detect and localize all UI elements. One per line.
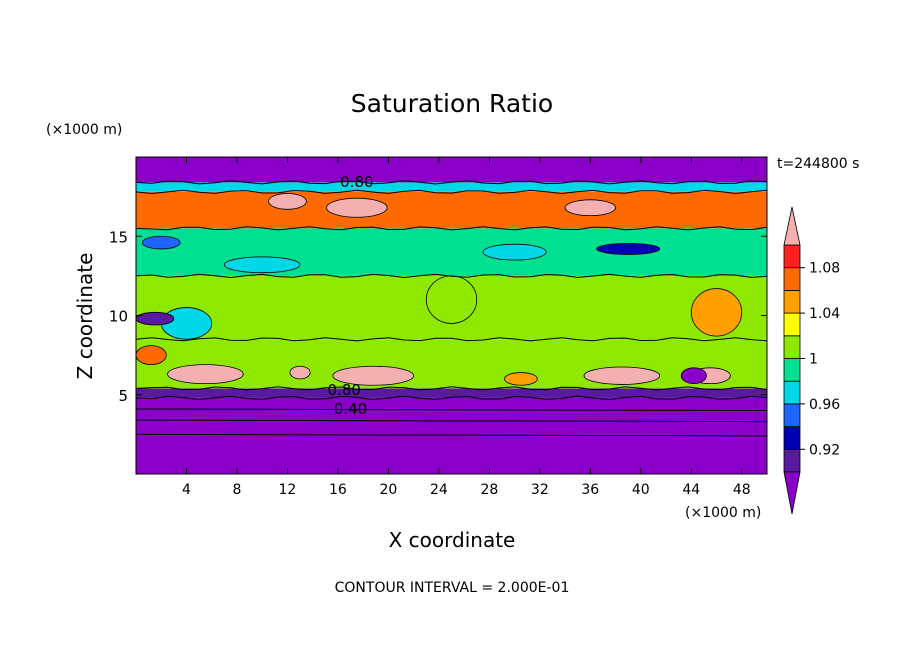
field-patch-1 [332, 365, 415, 386]
x-tick-label-1: 8 [232, 482, 241, 498]
field-layer-6 [136, 182, 767, 192]
contour-line-low-2 [136, 408, 767, 412]
colorbar-segment-4 [783, 358, 801, 382]
contour-interval-label: CONTOUR INTERVAL = 2.000E-01 [335, 580, 570, 596]
colorbar-segment-9 [783, 244, 801, 269]
y-tick-label-1: 10 [109, 308, 128, 326]
y-axis-label: Z coordinate [73, 253, 97, 380]
field-patch-5 [504, 372, 538, 386]
field-patch-18 [136, 311, 175, 326]
x-tick-label-10: 44 [682, 482, 700, 498]
field-patch-14 [482, 243, 547, 261]
x-tick-label-4: 20 [379, 482, 397, 498]
field-layer-7 [136, 157, 767, 183]
field-patch-6 [680, 367, 707, 385]
field-patch-15 [690, 288, 743, 337]
x-unit-label: (×1000 m) [685, 505, 761, 521]
colorbar-segment-5 [783, 335, 801, 359]
field-patch-9 [268, 193, 307, 210]
saturation-patches [136, 193, 743, 386]
colorbar-label-4: 1.08 [809, 261, 840, 277]
field-patch-4 [289, 365, 311, 380]
x-axis-ticks: 4 8 12 16 20 24 28 32 36 40 44 48 [182, 157, 751, 498]
time-label: t=244800 s [777, 156, 859, 172]
x-tick-label-5: 24 [430, 482, 448, 498]
field-patch-0 [167, 364, 244, 385]
contour-line-6 [136, 189, 767, 195]
colorbar-low-arrow [783, 471, 801, 515]
colorbar-segment-6 [783, 312, 801, 337]
colorbar-label-2: 1 [809, 352, 818, 368]
contour-labels: 0.800.800.40 [328, 173, 374, 418]
x-tick-label-2: 12 [279, 482, 297, 498]
field-patch-11 [141, 235, 181, 250]
contour-line-3 [136, 337, 767, 342]
colorbar-segment-0 [783, 448, 801, 473]
contour-label-1: 0.80 [328, 381, 361, 399]
field-patch-8 [326, 197, 388, 218]
x-tick-label-9: 40 [632, 482, 650, 498]
contour-line-2 [136, 386, 767, 391]
y-tick-label-2: 15 [109, 228, 128, 246]
field-layer-2 [136, 339, 767, 389]
colorbar-label-3: 1.04 [809, 306, 840, 322]
contour-line-4 [136, 273, 767, 279]
x-tick-label-7: 32 [531, 482, 549, 498]
field-patch-12 [596, 242, 661, 255]
contour-line-low-0 [136, 433, 767, 437]
contour-line-1 [136, 395, 767, 401]
colorbar-segment-8 [783, 267, 801, 291]
x-tick-label-0: 4 [182, 482, 191, 498]
contour-line-5 [136, 226, 767, 231]
field-layer-1 [136, 388, 767, 398]
contour-label-2: 0.40 [334, 400, 367, 418]
colorbar-high-arrow [783, 206, 801, 246]
plot-area [136, 157, 767, 474]
contour-line-low-1 [136, 419, 767, 423]
field-patch-17 [425, 275, 478, 324]
field-layer-5 [136, 191, 767, 229]
colorbar-label-0: 0.92 [809, 442, 840, 458]
y-axis-ticks: 5 10 15 [109, 228, 767, 405]
contour-lines [136, 180, 767, 437]
y-unit-label: (×1000 m) [46, 122, 122, 138]
x-tick-label-6: 28 [480, 482, 498, 498]
contour-line-7 [136, 180, 767, 185]
colorbar-segment-1 [783, 426, 801, 450]
x-axis-label: X coordinate [389, 528, 516, 552]
x-tick-label-3: 16 [329, 482, 347, 498]
contour-label-0: 0.80 [340, 173, 373, 191]
colorbar: 0.92 0.96 1 1.04 1.08 [783, 206, 840, 515]
colorbar-segment-7 [783, 289, 801, 314]
field-patch-7 [136, 345, 167, 366]
y-tick-label-0: 5 [118, 387, 128, 405]
colorbar-label-1: 0.96 [809, 397, 840, 413]
colorbar-segment-2 [783, 403, 801, 427]
colorbar-segment-3 [783, 380, 801, 405]
field-patch-2 [583, 366, 661, 385]
field-patch-10 [564, 199, 616, 217]
x-tick-label-11: 48 [733, 482, 751, 498]
x-tick-label-8: 36 [581, 482, 599, 498]
field-patch-16 [160, 307, 213, 340]
field-patch-13 [223, 256, 301, 274]
chart-title: Saturation Ratio [351, 89, 553, 118]
